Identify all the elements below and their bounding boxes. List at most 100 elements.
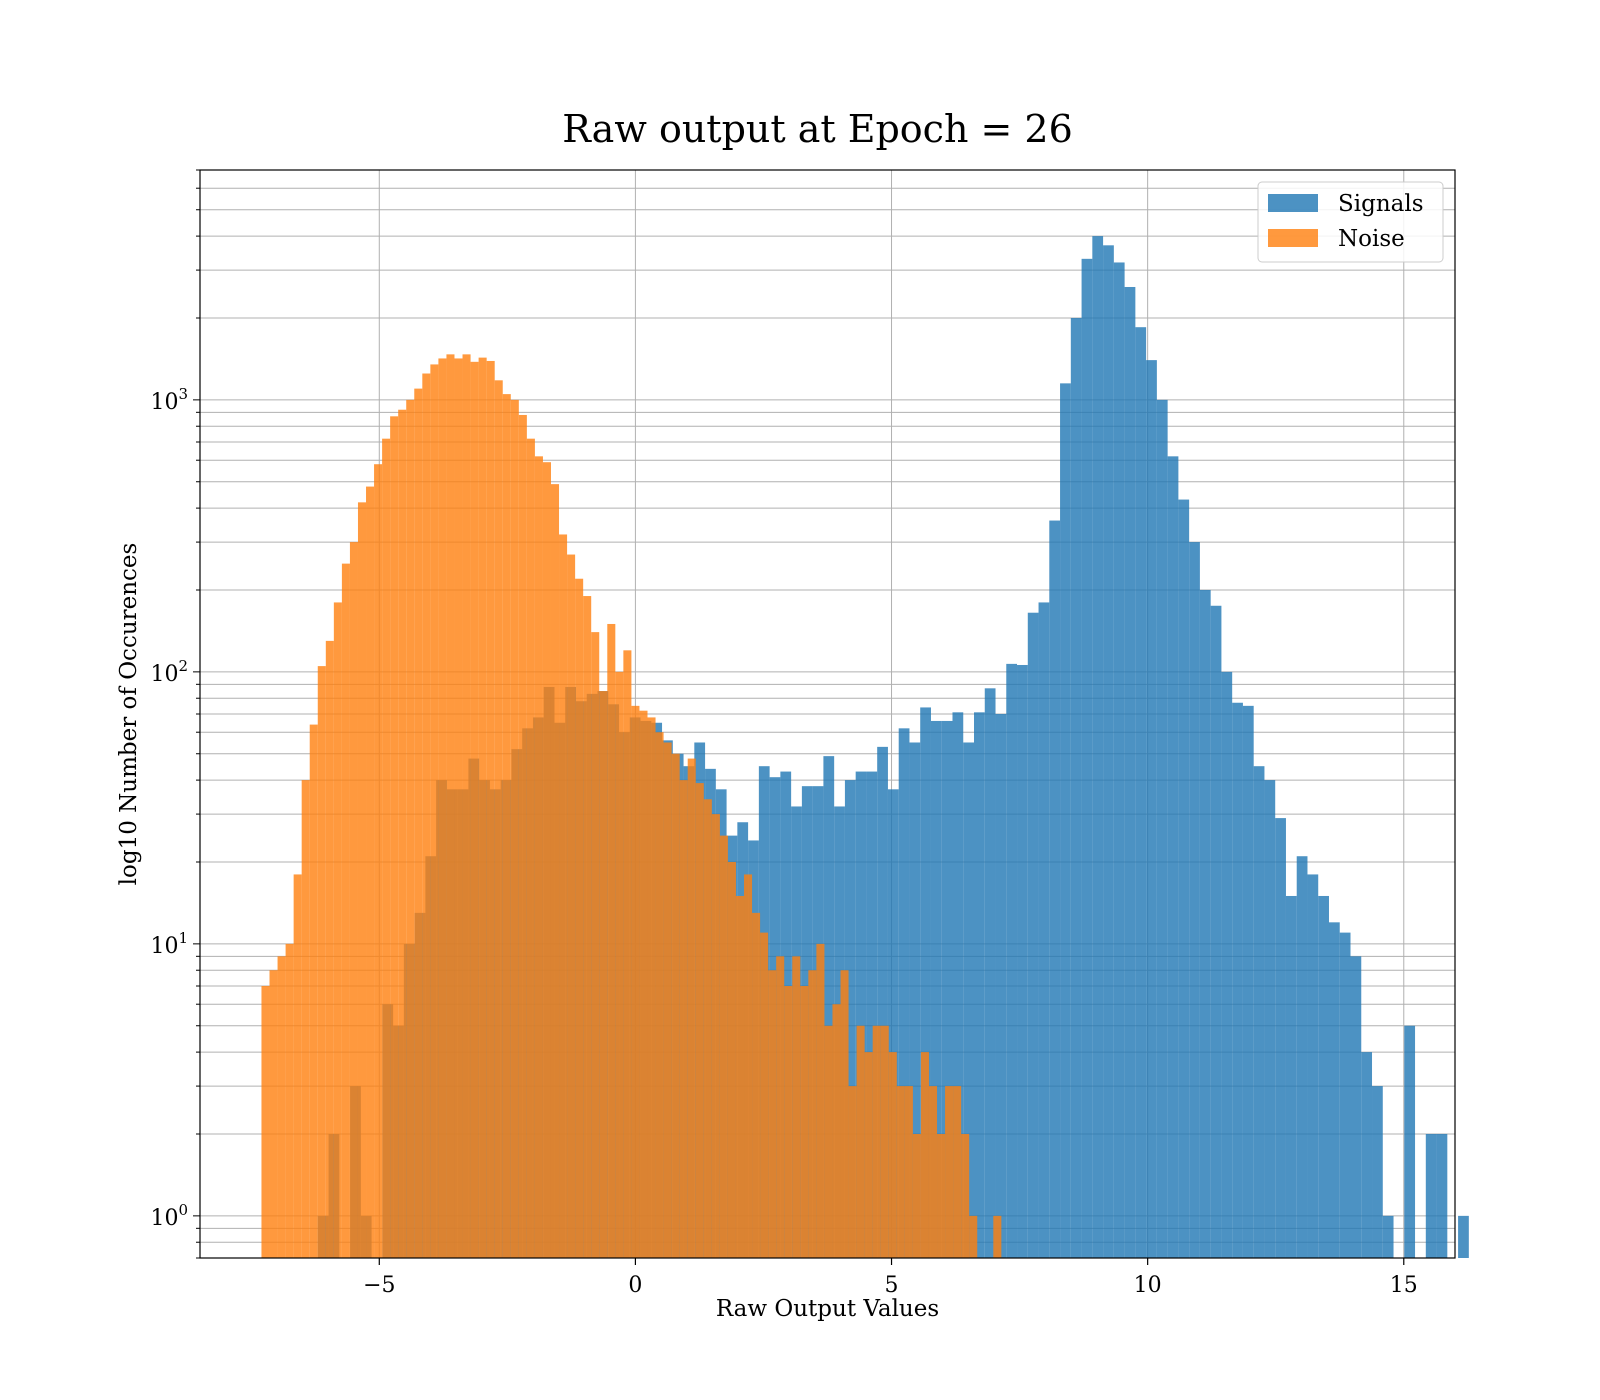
legend-label-signals: Signals xyxy=(1338,191,1424,217)
histogram-bar xyxy=(961,1133,970,1258)
histogram-bar xyxy=(615,671,624,1258)
histogram-bar xyxy=(1328,922,1340,1258)
histogram-bar xyxy=(430,364,439,1258)
histogram-bar xyxy=(930,720,942,1258)
histogram-bar xyxy=(655,732,664,1258)
histogram-bar xyxy=(486,360,495,1258)
histogram-bar xyxy=(1242,705,1254,1258)
histogram-bar xyxy=(671,753,680,1258)
histogram-bar xyxy=(293,874,302,1258)
histogram-bar xyxy=(526,438,535,1258)
histogram-bar xyxy=(341,563,350,1258)
histogram-bar xyxy=(534,456,543,1258)
histogram-bar xyxy=(422,373,431,1258)
histogram-bar xyxy=(703,799,712,1258)
x-tick-label: 0 xyxy=(628,1273,642,1298)
legend-swatch-noise xyxy=(1268,229,1318,247)
histogram-bar xyxy=(414,388,423,1258)
histogram-bar xyxy=(1167,456,1179,1258)
histogram-bar xyxy=(1038,602,1050,1258)
histogram-bar xyxy=(953,1086,962,1258)
histogram-bar xyxy=(1425,1133,1437,1258)
y-tick-label: 103 xyxy=(150,385,188,415)
histogram-bar xyxy=(1103,245,1114,1258)
histogram-bar xyxy=(1210,605,1222,1258)
x-tick-label: −5 xyxy=(363,1273,395,1298)
histogram-bar xyxy=(470,361,479,1258)
histogram-bar xyxy=(945,1086,954,1258)
histogram-bar xyxy=(333,602,342,1258)
histogram-bar xyxy=(1221,671,1233,1258)
histogram-bar xyxy=(800,986,809,1258)
histogram-bar xyxy=(623,650,632,1258)
histogram-bar xyxy=(583,596,592,1258)
histogram-bar xyxy=(844,780,856,1258)
x-axis-ticks: −5 0 5 10 15 xyxy=(363,1258,1418,1298)
histogram-bar xyxy=(277,956,286,1258)
histogram-bar xyxy=(1318,895,1329,1258)
y-tick-label: 102 xyxy=(150,657,188,687)
histogram-bar xyxy=(1049,520,1061,1258)
histogram-bar xyxy=(1178,499,1190,1258)
histogram-bar xyxy=(941,720,953,1258)
histogram-bar xyxy=(502,394,511,1259)
histogram-bar xyxy=(928,1086,938,1258)
x-axis-title: Raw Output Values xyxy=(716,1296,939,1322)
histogram-bar xyxy=(559,534,568,1258)
histogram-bar xyxy=(317,666,326,1258)
histogram-bar xyxy=(1124,286,1136,1259)
histogram-bar xyxy=(567,554,576,1258)
histogram-bar xyxy=(639,710,648,1258)
y-axis-ticks: 100 101 102 103 xyxy=(150,169,200,1259)
histogram-bar xyxy=(325,640,334,1258)
histogram-bar xyxy=(719,835,728,1258)
histogram-bar xyxy=(993,1215,1002,1258)
histogram-bar xyxy=(974,712,985,1258)
histogram-bar xyxy=(816,943,825,1258)
histogram-bar xyxy=(446,354,455,1259)
histogram-bar xyxy=(898,728,910,1258)
histogram-bar xyxy=(1382,1215,1394,1258)
histogram-bar xyxy=(1361,1052,1373,1258)
histogram-bar xyxy=(1189,542,1200,1258)
histogram-bar xyxy=(1307,874,1319,1258)
histogram-bar xyxy=(824,1025,833,1258)
histogram-bar xyxy=(687,758,696,1258)
legend-label-noise: Noise xyxy=(1338,226,1405,252)
histogram-bar xyxy=(550,484,560,1259)
x-tick-label: 5 xyxy=(885,1273,899,1298)
legend: Signals Noise xyxy=(1257,181,1444,263)
histogram-bar xyxy=(808,970,817,1258)
histogram-bar xyxy=(752,912,761,1258)
histogram-bar xyxy=(1113,262,1125,1258)
histogram-bar xyxy=(494,380,503,1258)
histogram-bar xyxy=(1404,1025,1416,1258)
histogram-bar xyxy=(1135,327,1147,1259)
histogram-bar xyxy=(1264,780,1276,1258)
histogram-bar xyxy=(840,970,849,1258)
histogram-bar xyxy=(984,688,996,1258)
histogram-bar xyxy=(591,632,600,1258)
histogram-bar xyxy=(904,1086,913,1258)
histogram-bar xyxy=(1060,383,1071,1259)
histogram-bar xyxy=(1436,1133,1448,1258)
histogram-bar xyxy=(398,409,407,1258)
histogram-bar xyxy=(920,707,931,1258)
histogram-bar xyxy=(301,780,310,1258)
histogram-bar xyxy=(1275,818,1286,1258)
histogram-bar xyxy=(349,542,358,1258)
histogram-bar xyxy=(1253,766,1265,1258)
histogram-bar xyxy=(888,1052,897,1258)
y-tick-label: 100 xyxy=(150,1201,188,1231)
histogram-bar xyxy=(711,814,720,1258)
histogram-bar xyxy=(776,956,785,1258)
histogram-bar xyxy=(1372,1086,1383,1258)
histogram-bar xyxy=(1027,612,1039,1258)
x-tick-label: 10 xyxy=(1134,1273,1162,1298)
histogram-bar xyxy=(912,1133,921,1258)
histogram-bar xyxy=(1350,956,1362,1258)
histogram-bar xyxy=(575,578,584,1258)
histogram-bar xyxy=(390,416,399,1258)
